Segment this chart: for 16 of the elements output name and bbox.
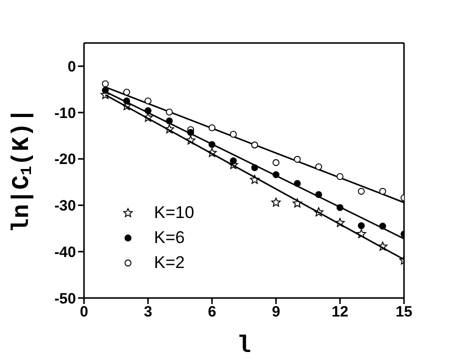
x-tick-label: 9 xyxy=(272,304,280,321)
y-tick-label: -30 xyxy=(54,198,76,215)
y-tick-label: -20 xyxy=(54,151,76,168)
x-tick-label: 0 xyxy=(80,304,88,321)
x-tick-label: 6 xyxy=(208,304,216,321)
x-tick-label: 12 xyxy=(332,304,348,321)
legend-label: K=6 xyxy=(154,228,185,248)
y-tick-label: -50 xyxy=(54,290,76,308)
x-axis-title: l xyxy=(236,333,252,360)
y-tick-label: -10 xyxy=(54,104,76,122)
y-tick-label: 0 xyxy=(68,58,76,76)
legend-label: K=10 xyxy=(154,202,194,222)
x-tick-label: 3 xyxy=(144,304,152,321)
legend-label: K=2 xyxy=(154,252,185,272)
x-tick-label: 15 xyxy=(396,304,412,321)
y-tick-label: -40 xyxy=(54,244,76,261)
